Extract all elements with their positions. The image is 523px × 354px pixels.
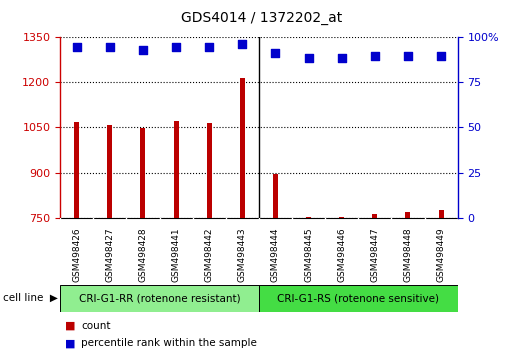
Point xyxy=(337,55,346,61)
Text: GSM498448: GSM498448 xyxy=(403,228,413,282)
Bar xyxy=(439,210,444,218)
Bar xyxy=(372,214,377,218)
Text: GSM498441: GSM498441 xyxy=(172,228,180,282)
Point xyxy=(404,53,412,59)
Bar xyxy=(207,123,212,218)
Bar xyxy=(240,78,245,218)
Point xyxy=(437,53,445,59)
Text: GSM498443: GSM498443 xyxy=(238,228,247,282)
Text: GSM498427: GSM498427 xyxy=(105,228,115,282)
Point xyxy=(106,45,114,50)
Point xyxy=(172,45,180,50)
Bar xyxy=(259,285,458,312)
Point xyxy=(238,41,246,47)
Bar xyxy=(107,125,112,218)
Text: GSM498426: GSM498426 xyxy=(72,228,81,282)
Text: CRI-G1-RR (rotenone resistant): CRI-G1-RR (rotenone resistant) xyxy=(78,293,241,303)
Text: GSM498447: GSM498447 xyxy=(370,228,379,282)
Bar xyxy=(339,217,344,218)
Bar xyxy=(306,217,311,218)
Point xyxy=(139,47,147,53)
Bar xyxy=(405,212,411,218)
Text: GSM498442: GSM498442 xyxy=(204,228,214,282)
Bar xyxy=(60,285,259,312)
Text: cell line  ▶: cell line ▶ xyxy=(3,293,58,303)
Point xyxy=(271,50,280,56)
Point xyxy=(73,45,81,50)
Point xyxy=(371,53,379,59)
Bar xyxy=(273,174,278,218)
Text: GSM498445: GSM498445 xyxy=(304,228,313,282)
Text: CRI-G1-RS (rotenone sensitive): CRI-G1-RS (rotenone sensitive) xyxy=(277,293,439,303)
Text: ■: ■ xyxy=(65,321,76,331)
Text: GSM498428: GSM498428 xyxy=(139,228,147,282)
Bar xyxy=(74,122,79,218)
Point xyxy=(205,45,213,50)
Bar xyxy=(141,129,145,218)
Text: GDS4014 / 1372202_at: GDS4014 / 1372202_at xyxy=(181,11,342,25)
Text: GSM498446: GSM498446 xyxy=(337,228,346,282)
Text: GSM498444: GSM498444 xyxy=(271,228,280,282)
Point xyxy=(304,55,313,61)
Bar xyxy=(174,120,178,218)
Text: percentile rank within the sample: percentile rank within the sample xyxy=(81,338,257,348)
Text: ■: ■ xyxy=(65,338,76,348)
Text: count: count xyxy=(81,321,110,331)
Text: GSM498449: GSM498449 xyxy=(437,228,446,282)
